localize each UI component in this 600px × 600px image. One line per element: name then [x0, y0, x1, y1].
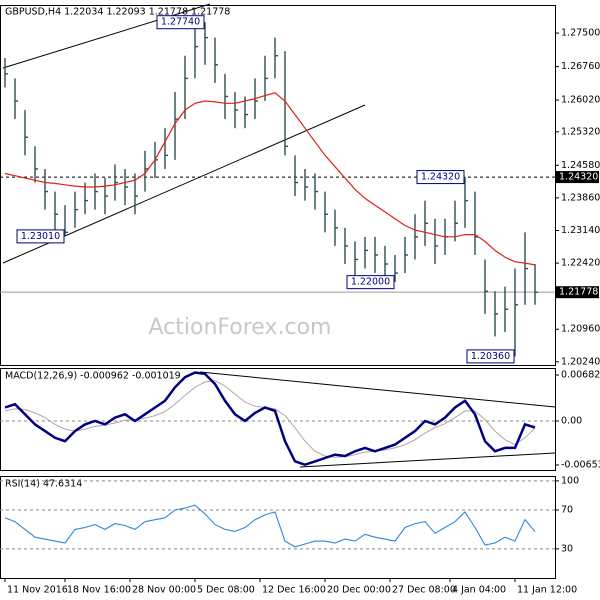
- y-tick-label: 1.27500: [561, 28, 600, 39]
- annotation-label: 1.27740: [161, 17, 200, 28]
- annotation-box: [416, 170, 465, 185]
- channel-line: [2, 3, 211, 69]
- annotation-box: [466, 349, 515, 364]
- y-tick-label: 0.00: [561, 415, 582, 426]
- y-tick-label: 1.25320: [561, 126, 600, 137]
- x-tick-label: 11 Nov 2016: [7, 585, 68, 596]
- price-level-label: 1.24320: [559, 172, 598, 183]
- trend-line: [199, 371, 556, 408]
- y-tick-label: 30: [561, 543, 573, 554]
- x-tick-label: 20 Dec 00:00: [327, 585, 391, 596]
- rsi-panel: [0, 476, 556, 579]
- x-tick-label: 5 Dec 08:00: [197, 585, 255, 596]
- trend-line: [299, 452, 556, 468]
- y-tick-label: 0.006829: [561, 370, 600, 381]
- price-level-box: [556, 286, 599, 299]
- x-tick-label: 11 Jan 12:00: [517, 585, 577, 596]
- annotation-box: [346, 275, 395, 290]
- watermark: ActionForex.com: [149, 315, 332, 340]
- price-level-box: [556, 171, 599, 184]
- rsi-title: RSI(14) 47.6314: [5, 479, 82, 490]
- y-tick-label: 1.22420: [561, 258, 600, 269]
- x-tick-label: 18 Nov 16:00: [67, 585, 131, 596]
- y-tick-label: 1.26760: [561, 61, 600, 72]
- macd-title: MACD(12,26,9) -0.000962 -0.001019: [5, 371, 181, 382]
- rsi-line: [4, 504, 536, 548]
- y-tick-label: 1.20960: [561, 324, 600, 335]
- y-tick-label: 1.24580: [561, 160, 600, 171]
- y-tick-label: 100: [561, 475, 579, 486]
- y-tick-label: 70: [561, 505, 573, 516]
- annotation-label: 1.22000: [351, 277, 390, 288]
- annotation-label: 1.24320: [421, 172, 460, 183]
- y-tick-label: 1.23860: [561, 192, 600, 203]
- x-tick-label: 27 Dec 08:00: [392, 585, 456, 596]
- y-tick-label: 1.20240: [561, 356, 600, 367]
- price-panel: [0, 5, 556, 366]
- annotation-label: 1.20360: [471, 351, 510, 362]
- moving-average: [4, 92, 536, 266]
- chart-title: GBPUSD,H4 1.22034 1.22093 1.21778 1.2177…: [5, 7, 230, 18]
- annotation-label: 1.23010: [21, 231, 60, 242]
- x-tick-label: 12 Dec 16:00: [262, 585, 326, 596]
- macd-line: [4, 371, 536, 467]
- y-tick-label: -0.006538: [561, 460, 600, 471]
- annotation-box: [156, 15, 205, 30]
- y-tick-label: 1.23140: [561, 225, 600, 236]
- annotation-box: [16, 229, 65, 244]
- y-tick-label: 1.26020: [561, 95, 600, 106]
- price-level-label: 1.21778: [559, 287, 598, 298]
- x-tick-label: 4 Jan 04:00: [452, 585, 506, 596]
- x-tick-label: 28 Nov 00:00: [132, 585, 196, 596]
- macd-panel: [0, 368, 556, 471]
